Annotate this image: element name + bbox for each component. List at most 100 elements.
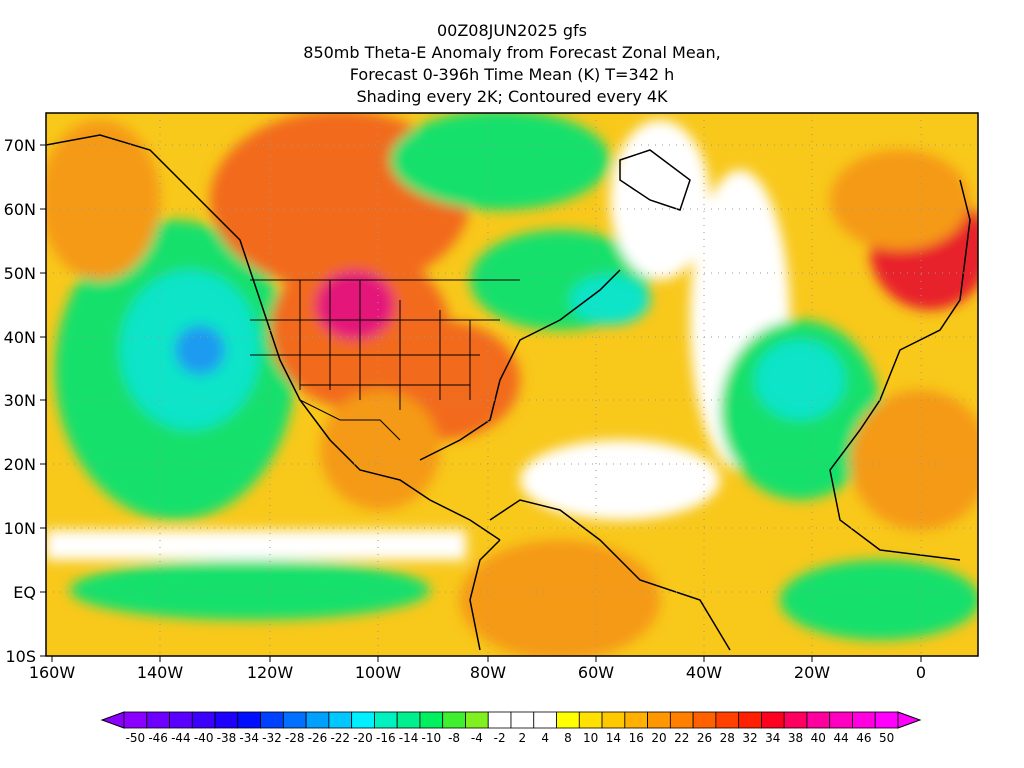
- colorbar-label: -46: [148, 731, 168, 745]
- colorbar-swatch: [487, 711, 512, 729]
- map-shading: [46, 113, 978, 656]
- south-america-warm-region: [460, 540, 660, 656]
- colorbar-swatch: [442, 711, 466, 729]
- africa-warm-region: [850, 390, 978, 530]
- colorbar-label: -28: [285, 731, 305, 745]
- lon-label-60w: 60W: [578, 663, 614, 682]
- europe-warm-region: [830, 150, 970, 250]
- greenland-coast: [619, 149, 691, 211]
- us-mexico-border: [299, 399, 401, 441]
- colorbar-label: -50: [126, 731, 146, 745]
- colorbar-swatch: [237, 711, 261, 729]
- colorbar-label: -26: [308, 731, 328, 745]
- colorbar-label: 46: [856, 731, 871, 745]
- colorbar-label: 10: [583, 731, 598, 745]
- colorbar-swatch: [169, 711, 193, 729]
- colorbar-swatch: [556, 711, 580, 729]
- colorbar-label: 34: [765, 731, 780, 745]
- colorbar: -50 -46 -44 -40 -38 -34 -32 -28 -26 -22 -20 -16 -14-…: [100, 711, 922, 745]
- lat-label-20n: 20N: [4, 455, 36, 474]
- colorbar-label: 2: [519, 731, 527, 745]
- colorbar-left-arrow: [100, 711, 125, 729]
- colorbar-label: -34: [239, 731, 259, 745]
- colorbar-swatch: [260, 711, 284, 729]
- title-line-1: 00Z08JUN2025 gfs: [436, 21, 587, 40]
- axis-ticks: [40, 144, 922, 662]
- colorbar-label: 32: [742, 731, 757, 745]
- colorbar-swatch: [647, 711, 671, 729]
- east-pacific-cool-band: [70, 560, 430, 620]
- colorbar-label: 4: [541, 731, 549, 745]
- colorbar-swatch: [146, 711, 170, 729]
- colorbar-swatch: [351, 711, 375, 729]
- colorbar-swatch: [419, 711, 444, 729]
- colorbar-swatch: [578, 711, 603, 729]
- itcz-neutral-band: [46, 530, 466, 560]
- south-atlantic-cool-region: [780, 560, 978, 640]
- colorbar-label: 28: [720, 731, 735, 745]
- lon-label-100w: 100W: [355, 663, 402, 682]
- colorbar-swatch: [783, 711, 808, 729]
- alaska-warm-region: [46, 120, 160, 280]
- lon-label-20w: 20W: [794, 663, 830, 682]
- colorbar-label: 40: [811, 731, 826, 745]
- pacific-min-region: [175, 325, 225, 375]
- atlantic-core-region: [755, 340, 845, 420]
- colorbar-label: 20: [651, 731, 666, 745]
- state-lines-horizontal: [250, 319, 500, 386]
- lon-label-80w: 80W: [470, 663, 506, 682]
- colorbar-label: -20: [353, 731, 373, 745]
- colorbar-swatch: [533, 711, 557, 729]
- plains-max-region: [315, 270, 395, 340]
- labrador-core-region: [570, 275, 650, 325]
- colorbar-label: -22: [330, 731, 350, 745]
- colorbar-swatch: [738, 711, 762, 729]
- colorbar-swatch: [374, 711, 398, 729]
- lat-label-eq: EQ: [13, 583, 36, 602]
- colorbar-swatch: [396, 711, 421, 729]
- lat-label-70n: 70N: [4, 136, 36, 155]
- colorbar-swatch: [510, 711, 535, 729]
- na-east-coast: [419, 269, 621, 461]
- colorbar-swatch: [692, 711, 717, 729]
- colorbar-label: 8: [564, 731, 572, 745]
- mexico-warm-region: [320, 390, 440, 510]
- colorbar-right-arrow: [897, 711, 922, 729]
- colorbar-swatch: [123, 711, 148, 729]
- colorbar-label: -10: [422, 731, 442, 745]
- title-line-3: Forecast 0-396h Time Mean (K) T=342 h: [349, 65, 675, 84]
- lon-label-0: 0: [916, 663, 926, 682]
- colorbar-swatch: [761, 711, 785, 729]
- map-frame: [45, 112, 979, 657]
- colorbar-label: 50: [879, 731, 894, 745]
- colorbar-swatch: [874, 711, 899, 729]
- colorbar-swatch: [669, 711, 694, 729]
- colorbar-swatch: [806, 711, 831, 729]
- lat-label-50n: 50N: [4, 264, 36, 283]
- colorbar-label: 38: [788, 731, 803, 745]
- colorbar-label: -32: [262, 731, 282, 745]
- colorbar-label: 22: [674, 731, 689, 745]
- colorbar-swatch: [601, 711, 626, 729]
- central-america-coast: [469, 539, 501, 651]
- colorbar-swatch: [328, 711, 353, 729]
- colorbar-swatch: [191, 711, 216, 729]
- colorbar-label: -16: [376, 731, 396, 745]
- hudson-cool-region: [390, 113, 610, 210]
- lat-label-10n: 10N: [4, 519, 36, 538]
- latitude-labels: 70N 60N 50N 40N 30N 20N 10N EQ 10S: [4, 136, 36, 666]
- title-block: 00Z08JUN2025 gfs 850mb Theta-E Anomaly f…: [0, 20, 1024, 108]
- colorbar-swatch: [305, 711, 330, 729]
- lat-label-30n: 30N: [4, 391, 36, 410]
- colorbar-label: -38: [217, 731, 237, 745]
- lat-label-60n: 60N: [4, 200, 36, 219]
- colorbar-label: 44: [833, 731, 848, 745]
- title-line-4: Shading every 2K; Contoured every 4K: [356, 87, 668, 106]
- colorbar-swatch: [465, 711, 489, 729]
- colorbar-label: -2: [494, 731, 506, 745]
- greenland-neutral-region: [610, 120, 710, 280]
- lon-label-140w: 140W: [137, 663, 184, 682]
- south-america-north-coast: [489, 499, 731, 651]
- colorbar-swatch: [214, 711, 239, 729]
